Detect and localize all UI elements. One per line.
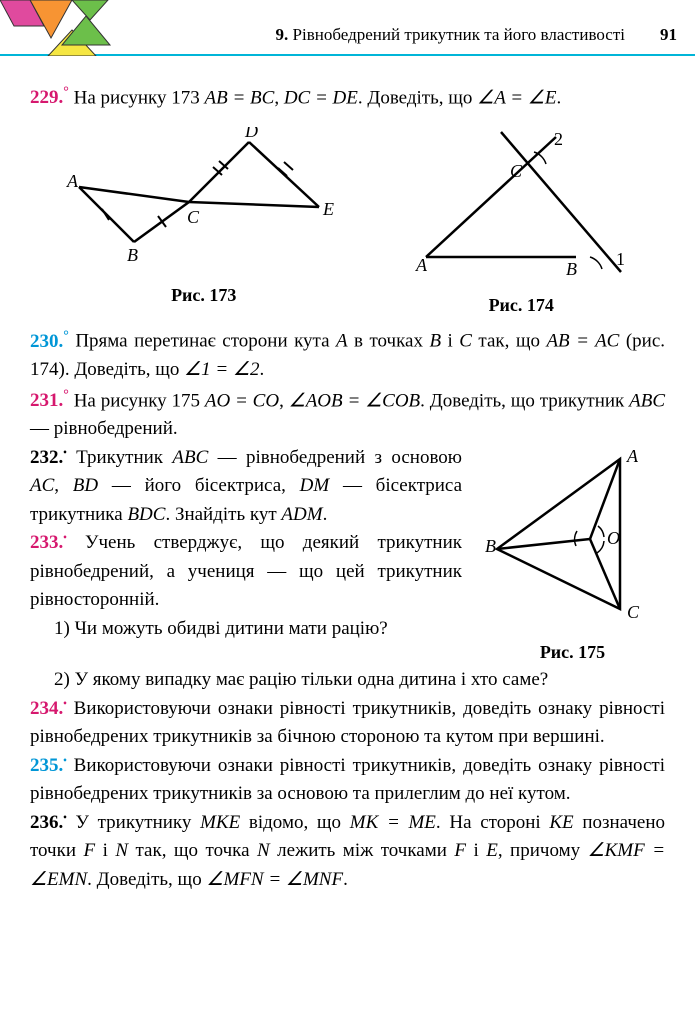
figure-174-svg: A B C 1 2: [406, 127, 636, 277]
problem-number: 236.•: [30, 812, 67, 833]
problem-233-sub1: 1) Чи можуть обидві дитини мати рацію?: [30, 615, 462, 644]
problem-234: 234.• Використовуючи ознаки рівності три…: [30, 695, 665, 752]
figure-174-caption: Рис. 174: [406, 292, 636, 319]
corner-decoration: [0, 0, 130, 56]
svg-text:C: C: [627, 602, 640, 622]
svg-text:B: B: [566, 259, 577, 277]
svg-text:E: E: [322, 199, 334, 219]
svg-text:B: B: [127, 245, 138, 265]
svg-text:1: 1: [616, 249, 625, 269]
problem-235: 235.• Використовуючи ознаки рівності три…: [30, 752, 665, 809]
svg-text:2: 2: [554, 129, 563, 149]
problem-number: 234.•: [30, 698, 67, 719]
problem-number: 233.•: [30, 532, 67, 553]
page-header: 9. Рівнобедрений трикутник та його власт…: [0, 0, 695, 56]
figure-173-caption: Рис. 173: [59, 282, 349, 309]
problem-231: 231.° На рисунку 175 AO = CO, ∠AOB = ∠CO…: [30, 385, 665, 444]
page-number: 91: [660, 22, 677, 48]
svg-text:B: B: [485, 536, 496, 556]
problem-229: 229.° На рисунку 173 AB = BC, DC = DE. Д…: [30, 82, 665, 113]
problem-number: 230.°: [30, 331, 69, 352]
chapter-title: Рівнобедрений трикутник та його властиво…: [293, 25, 625, 44]
problem-230: 230.° Пряма перетинає сторони кута A в т…: [30, 325, 665, 384]
svg-text:C: C: [510, 161, 523, 181]
svg-text:D: D: [244, 127, 258, 141]
problem-233: 233.• Учень стверджує, що деякий трикутн…: [30, 529, 462, 615]
figure-row-1: A B C D E Рис. 173 A B C 1 2 Ри: [30, 127, 665, 320]
svg-text:A: A: [626, 446, 639, 466]
problems-232-233-block: 232.• Трикутник ABC — рівнобедрений з ос…: [30, 444, 665, 667]
figure-173-svg: A B C D E: [59, 127, 349, 267]
svg-text:C: C: [187, 207, 200, 227]
chapter-number: 9.: [276, 25, 289, 44]
figure-175: A B C O Рис. 175: [480, 444, 665, 667]
problem-number: 232.•: [30, 447, 67, 468]
svg-text:A: A: [415, 255, 428, 275]
problem-236: 236.• У трикутнику MKE відомо, що MK = M…: [30, 809, 665, 895]
figure-173: A B C D E Рис. 173: [59, 127, 349, 320]
figure-175-caption: Рис. 175: [480, 639, 665, 666]
problem-233-sub2: 2) У якому випадку має рацію тільки одна…: [30, 666, 665, 695]
problem-number: 229.°: [30, 87, 69, 108]
svg-text:A: A: [66, 171, 79, 191]
problem-232: 232.• Трикутник ABC — рівнобедрений з ос…: [30, 444, 462, 530]
problem-number: 235.•: [30, 755, 67, 776]
page-content: 229.° На рисунку 173 AB = BC, DC = DE. Д…: [0, 56, 695, 894]
svg-text:O: O: [607, 528, 620, 548]
figure-174: A B C 1 2 Рис. 174: [406, 127, 636, 320]
problem-number: 231.°: [30, 390, 69, 411]
figure-175-svg: A B C O: [485, 444, 660, 624]
